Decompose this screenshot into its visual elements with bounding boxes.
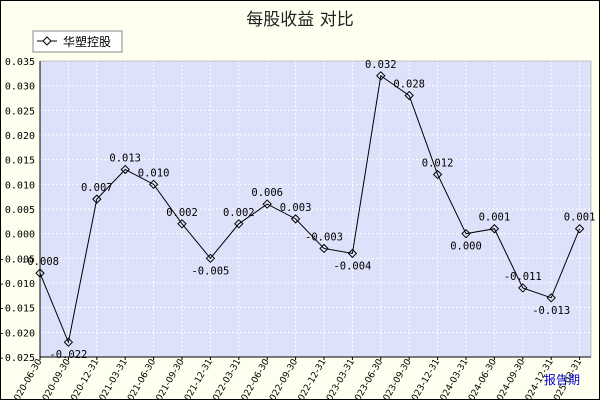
y-tick-label: 0.020 [5, 131, 35, 142]
y-tick-label: 0.015 [5, 156, 35, 167]
y-tick-label: 0.010 [5, 180, 35, 191]
data-point [92, 194, 102, 204]
data-point [290, 214, 301, 224]
data-label: -0.013 [532, 305, 570, 317]
legend-marker [42, 36, 52, 46]
plot-area [40, 61, 591, 357]
series-line [39, 74, 581, 344]
data-point [574, 224, 585, 234]
data-point [148, 179, 159, 190]
data-point [205, 253, 216, 264]
data-label: 0.003 [280, 202, 312, 214]
data-label: -0.011 [504, 271, 542, 283]
data-label: -0.022 [49, 349, 87, 361]
data-label: 0.032 [365, 59, 397, 71]
y-tick-label: -0.020 [0, 328, 35, 339]
data-point [262, 199, 272, 209]
legend-box [32, 30, 123, 53]
y-tick-label: -0.010 [0, 279, 35, 290]
data-point [35, 268, 45, 278]
data-label: 0.000 [450, 241, 482, 253]
data-point [404, 90, 414, 101]
data-point [319, 243, 329, 254]
x-axis-label: 报告期 [544, 372, 580, 387]
data-label: 0.007 [81, 182, 113, 194]
y-tick-label: 0.035 [5, 57, 35, 68]
data-point [120, 164, 130, 175]
data-label: -0.008 [21, 256, 59, 268]
chart-title: 每股收益 对比 [246, 10, 354, 30]
data-point [376, 71, 386, 81]
data-point [347, 248, 358, 259]
y-tick-label: 0.025 [5, 106, 35, 117]
data-point [518, 283, 528, 293]
data-point [461, 228, 471, 239]
y-tick-label: -0.025 [0, 353, 35, 364]
data-label: 0.013 [109, 153, 141, 165]
data-label: 0.010 [138, 167, 170, 179]
data-label: 0.006 [251, 187, 283, 199]
data-point [432, 169, 443, 180]
data-point [234, 219, 244, 229]
y-tick-label: 0.030 [5, 82, 35, 93]
data-label: -0.004 [333, 260, 371, 272]
data-label: 0.001 [564, 212, 596, 224]
data-label: 0.001 [479, 212, 511, 224]
data-label: 0.028 [393, 79, 425, 91]
y-tick-label: -0.015 [0, 304, 35, 315]
y-tick-label: 0.005 [5, 205, 35, 216]
data-point [546, 293, 556, 303]
data-label: 0.002 [223, 207, 255, 219]
y-tick-label: 0.000 [5, 230, 35, 241]
y-tick-label: -0.005 [0, 254, 35, 265]
data-label: 0.012 [422, 157, 454, 169]
data-point [63, 337, 74, 347]
data-point [489, 224, 500, 234]
data-point [177, 219, 187, 229]
data-label: -0.003 [305, 231, 343, 243]
data-label: 0.002 [166, 207, 198, 219]
data-label: -0.005 [191, 265, 229, 277]
legend-label: 华塑控股 [63, 34, 111, 49]
